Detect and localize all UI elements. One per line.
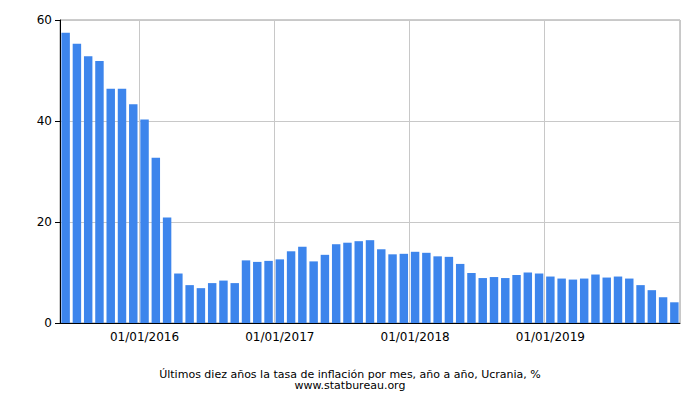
svg-text:Últimos diez años la tasa de i: Últimos diez años la tasa de inflación p… bbox=[159, 368, 541, 381]
svg-text:20: 20 bbox=[37, 215, 52, 229]
svg-text:www.statbureau.org: www.statbureau.org bbox=[295, 379, 406, 392]
svg-text:01/01/2016: 01/01/2016 bbox=[110, 330, 179, 344]
svg-text:01/01/2019: 01/01/2019 bbox=[516, 330, 585, 344]
svg-text:0: 0 bbox=[44, 316, 52, 330]
svg-text:40: 40 bbox=[37, 114, 52, 128]
svg-text:60: 60 bbox=[37, 13, 52, 27]
svg-text:01/01/2018: 01/01/2018 bbox=[381, 330, 450, 344]
svg-text:01/01/2017: 01/01/2017 bbox=[245, 330, 314, 344]
